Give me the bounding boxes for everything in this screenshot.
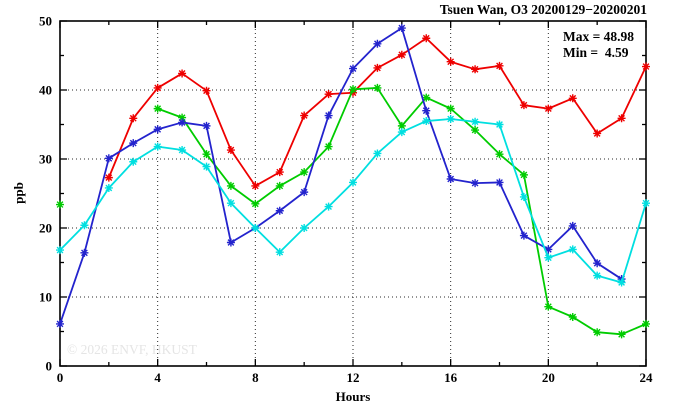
min-stat-label: Min = 4.59	[563, 45, 629, 60]
series-cyan-markers	[56, 114, 650, 287]
y-tick-label: 40	[39, 83, 52, 98]
x-tick-label: 12	[347, 370, 360, 385]
x-tick-label: 8	[252, 370, 259, 385]
chart-title: Tsuen Wan, O3 20200129−20200201	[440, 2, 647, 17]
y-tick-label: 50	[39, 14, 52, 29]
series-cyan	[56, 114, 650, 287]
plot-border	[59, 20, 647, 367]
series-red	[104, 34, 650, 190]
x-tick-label: 4	[154, 370, 161, 385]
x-tick-label: 20	[542, 370, 555, 385]
tick-labels: 0 4 8 12 16 20 24 0 10 20 30 40 50	[39, 14, 653, 386]
series-blue-line	[59, 27, 623, 325]
series-green-markers	[56, 200, 64, 209]
y-tick-label: 0	[46, 359, 53, 374]
series-blue-markers	[56, 24, 626, 328]
x-tick-label: 0	[57, 370, 64, 385]
series-blue	[56, 24, 626, 328]
series-green	[56, 83, 650, 339]
y-tick-label: 20	[39, 221, 52, 236]
x-tick-label: 24	[640, 370, 654, 385]
plot-area: 0 4 8 12 16 20 24 0 10 20 30 40 50	[39, 14, 653, 386]
x-tick-label: 16	[444, 370, 458, 385]
watermark: © 2026 ENVF, HKUST	[67, 342, 198, 357]
axis-ticks	[59, 20, 647, 367]
gridlines	[60, 21, 646, 366]
x-axis-title: Hours	[336, 389, 371, 404]
max-stat-label: Max = 48.98	[563, 29, 634, 44]
y-axis-title: ppb	[11, 182, 26, 204]
series-red-line	[108, 37, 647, 187]
y-tick-label: 10	[39, 290, 52, 305]
series-green-markers	[153, 83, 650, 339]
y-tick-label: 30	[39, 152, 52, 167]
